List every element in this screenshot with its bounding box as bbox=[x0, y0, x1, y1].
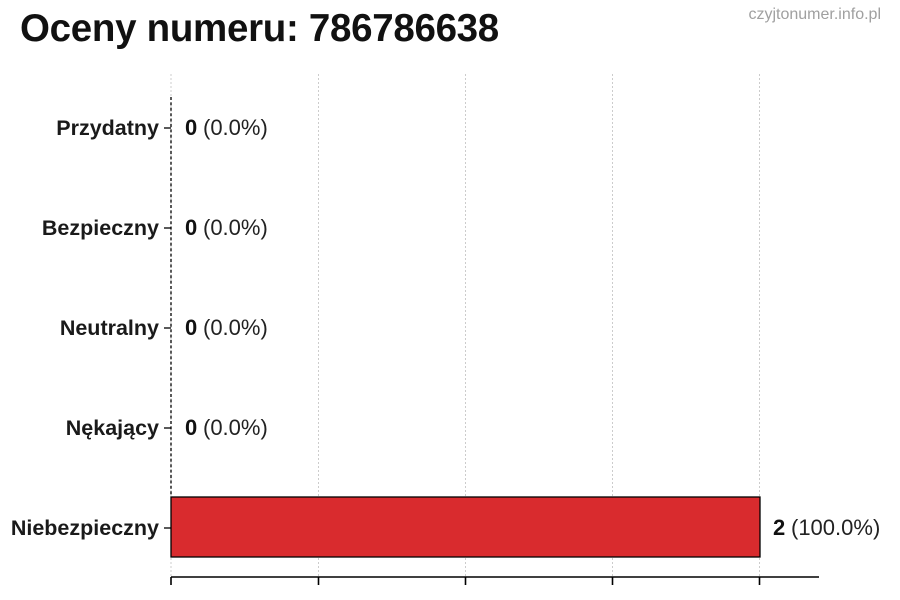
svg-text:(0.0%): (0.0%) bbox=[203, 315, 268, 340]
svg-text:(100.0%): (100.0%) bbox=[791, 515, 880, 540]
svg-text:Neutralny: Neutralny bbox=[60, 316, 159, 340]
svg-text:2: 2 bbox=[773, 515, 785, 540]
svg-text:Nękający: Nękający bbox=[66, 416, 159, 440]
svg-text:(0.0%): (0.0%) bbox=[203, 415, 268, 440]
svg-text:(0.0%): (0.0%) bbox=[203, 215, 268, 240]
svg-text:0: 0 bbox=[185, 115, 197, 140]
svg-text:Niebezpieczny: Niebezpieczny bbox=[11, 516, 159, 540]
svg-text:Przydatny: Przydatny bbox=[56, 116, 159, 140]
svg-text:0: 0 bbox=[185, 315, 197, 340]
svg-text:(0.0%): (0.0%) bbox=[203, 115, 268, 140]
svg-text:0: 0 bbox=[185, 215, 197, 240]
svg-text:Bezpieczny: Bezpieczny bbox=[42, 216, 159, 240]
svg-text:0: 0 bbox=[185, 415, 197, 440]
